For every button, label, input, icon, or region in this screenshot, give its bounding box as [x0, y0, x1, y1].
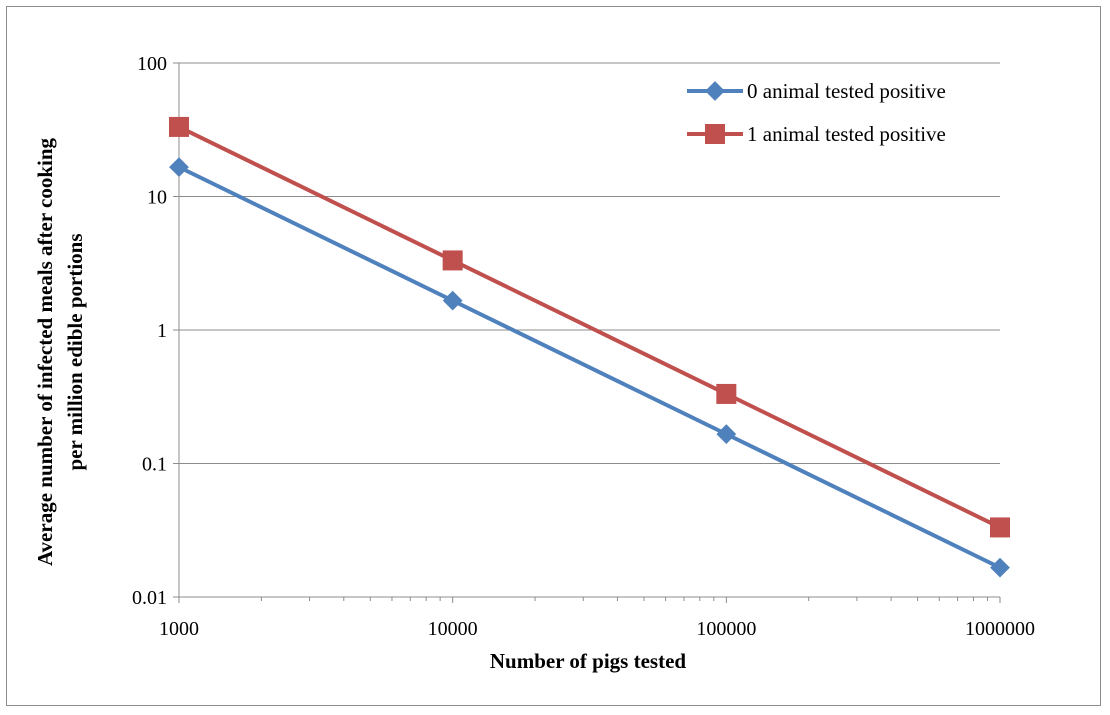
y-tick-label-0: 0.01	[132, 587, 167, 609]
data-point-series-0-0	[169, 157, 189, 178]
legend-label-series-1: 1 animal tested positive	[747, 122, 946, 146]
chart-svg: 0.01 0.1 1 10 100 1000 10000 100000 1000000 Num…	[33, 53, 1035, 673]
data-point-series-1-2	[716, 383, 737, 404]
axes	[173, 62, 1001, 603]
x-axis-title: Number of pigs tested	[490, 649, 687, 673]
series-line-1	[178, 125, 1001, 530]
data-point-series-0-3	[990, 557, 1010, 578]
y-axis-title-line-2: per million edible portions	[63, 233, 87, 470]
x-tick-labels: 1000 10000 100000 1000000	[159, 618, 1035, 640]
chart-area: 0.01 0.1 1 10 100 1000 10000 100000 1000000 Num…	[6, 6, 1101, 706]
y-tick-label-3: 10	[147, 187, 167, 209]
data-point-series-1-0	[169, 116, 189, 137]
data-point-series-0-2	[716, 424, 737, 445]
y-tick-label-4: 100	[137, 53, 167, 75]
y-axis-title: Average number of infected meals after c…	[33, 137, 87, 566]
gridlines	[179, 62, 1000, 464]
legend-marker-series-1	[705, 124, 725, 144]
legend-label-series-0: 0 animal tested positive	[747, 79, 946, 103]
series-markers	[169, 116, 1010, 578]
y-tick-label-1: 0.1	[142, 454, 167, 476]
legend: 0 animal tested positive 1 animal tested…	[687, 79, 946, 146]
series-line-0	[178, 165, 1001, 570]
data-point-series-1-1	[442, 250, 463, 271]
legend-entry-series-1: 1 animal tested positive	[687, 122, 946, 146]
x-tick-label-1: 10000	[428, 618, 478, 640]
y-axis-title-line-1: Average number of infected meals after c…	[33, 137, 57, 566]
data-point-series-0-1	[442, 290, 463, 311]
series-lines	[178, 125, 1001, 570]
x-tick-label-3: 1000000	[965, 618, 1035, 640]
x-tick-label-2: 100000	[696, 618, 756, 640]
legend-entry-series-0: 0 animal tested positive	[687, 79, 946, 103]
y-tick-label-2: 1	[157, 320, 167, 342]
data-point-series-1-3	[990, 517, 1010, 538]
y-tick-labels: 0.01 0.1 1 10 100	[132, 53, 167, 609]
legend-marker-series-0	[705, 81, 725, 101]
x-tick-label-0: 1000	[159, 618, 199, 640]
